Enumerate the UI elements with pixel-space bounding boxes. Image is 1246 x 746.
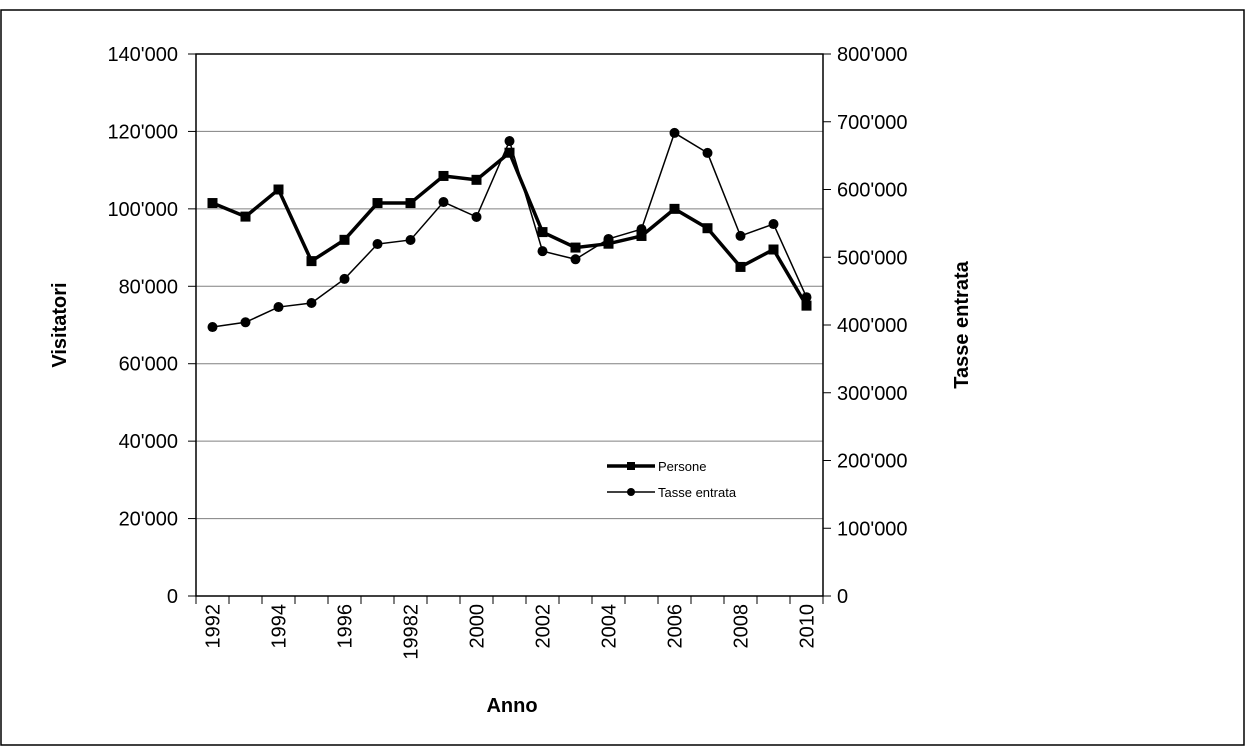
series-line [212,131,808,328]
point [372,239,383,250]
y-tick-label: 100'000 [107,199,178,221]
x-tick-label: 2010 [797,604,819,649]
point [471,211,482,222]
legend-marker [627,488,635,496]
y2-tick-label: 300'000 [837,383,908,405]
point [306,256,317,267]
point [339,234,350,245]
point [273,302,284,313]
point [768,219,779,230]
point [405,234,416,245]
y2-tick-label: 500'000 [837,247,908,269]
y2-tick-label: 800'000 [837,44,908,66]
point [207,198,218,209]
point [306,297,317,308]
point [207,322,218,333]
y-tick-label: 0 [167,586,178,608]
point [603,233,614,244]
point [801,300,812,311]
x-tick-label: 2004 [599,604,621,649]
x-tick-label: 19982 [401,604,423,660]
point [240,317,251,328]
point [669,127,680,138]
y2-tick-label: 100'000 [837,518,908,540]
y2-tick-label: 0 [837,586,848,608]
point [537,246,548,257]
legend-marker [627,462,635,470]
y-tick-label: 140'000 [107,44,178,66]
point [405,198,416,209]
x-tick-label: 1992 [203,604,225,649]
series-line [211,149,809,307]
point [570,254,581,265]
point [537,227,548,238]
point [636,224,647,235]
y-tick-label: 120'000 [107,121,178,143]
frame [0,9,1245,746]
plot-area [195,53,824,597]
point [768,244,779,255]
point [570,242,581,253]
point [735,261,746,272]
y-tick-label: 60'000 [119,354,178,376]
y-tick-label: 80'000 [119,276,178,298]
point [372,198,383,209]
x-tick-label: 2000 [467,604,489,649]
point [636,230,647,241]
x-axis-title: Anno [486,695,537,717]
point [735,230,746,241]
y-axis-title: Visitatori [49,282,71,367]
point [669,203,680,214]
point [504,136,515,147]
point [438,170,449,181]
point [240,211,251,222]
point [504,147,515,158]
legend-label: Tasse entrata [658,485,737,500]
point [471,174,482,185]
y2-tick-label: 700'000 [837,112,908,134]
point [702,147,713,158]
x-tick-label: 2002 [533,604,555,649]
point [702,223,713,234]
y-tick-label: 40'000 [119,431,178,453]
point [273,184,284,195]
x-tick-label: 1996 [335,604,357,649]
y2-tick-label: 600'000 [837,180,908,202]
legend-label: Persone [658,459,706,474]
point [438,197,449,208]
y2-axis-title: Tasse entrata [951,260,973,388]
point [801,292,812,303]
y-tick-label: 20'000 [119,509,178,531]
x-tick-label: 2006 [665,604,687,649]
x-tick-label: 2008 [731,604,753,649]
x-tick-label: 1994 [269,604,291,649]
y2-tick-label: 400'000 [837,315,908,337]
y2-tick-label: 200'000 [837,451,908,473]
point [339,273,350,284]
